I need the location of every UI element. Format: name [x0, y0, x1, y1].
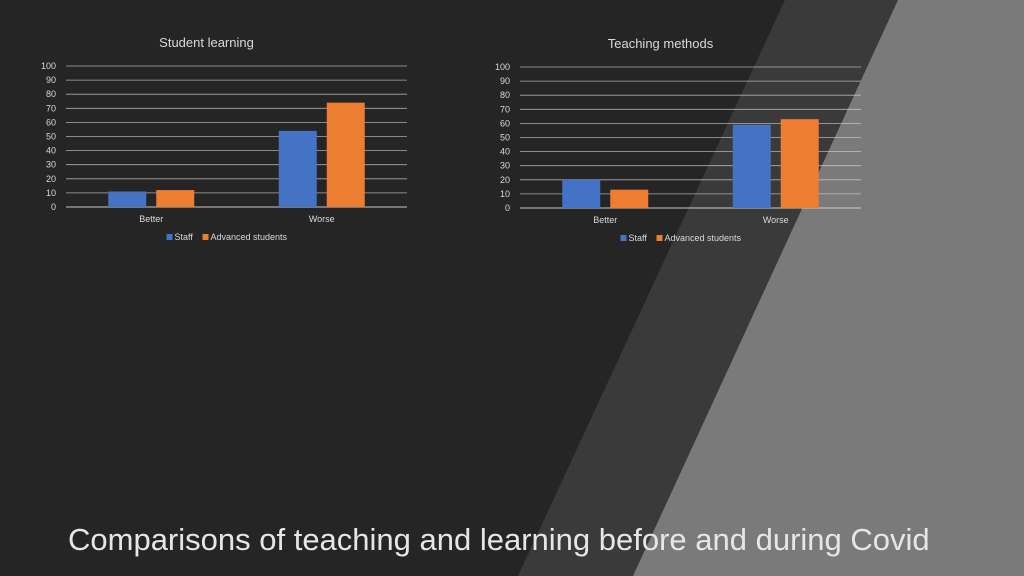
- y-tick-label: 40: [46, 146, 56, 156]
- y-tick-label: 60: [500, 118, 510, 128]
- y-tick-label: 100: [495, 62, 510, 72]
- legend-label-advanced-students: Advanced students: [211, 232, 288, 242]
- legend-swatch-advanced-students: [202, 234, 209, 240]
- y-tick-label: 30: [500, 161, 510, 171]
- legend-swatch-staff: [620, 235, 627, 241]
- x-category-label: Worse: [763, 215, 789, 225]
- y-tick-label: 50: [46, 132, 56, 142]
- y-tick-label: 0: [51, 202, 56, 212]
- bar-advanced-students-better: [156, 190, 195, 207]
- legend-label-staff: Staff: [629, 233, 648, 243]
- y-tick-label: 0: [505, 203, 510, 213]
- y-tick-label: 100: [41, 61, 56, 71]
- y-tick-label: 90: [46, 75, 56, 85]
- legend-label-staff: Staff: [175, 232, 194, 242]
- bar-staff-worse: [278, 130, 317, 207]
- legend-label-advanced-students: Advanced students: [665, 233, 742, 243]
- bar-advanced-students-worse: [780, 119, 819, 208]
- chart-title: Teaching methods: [608, 36, 714, 51]
- teaching-methods-chart: Teaching methods 0 10 20 30 40 50 60 70 80 90 100 Be…: [484, 31, 884, 261]
- bar-staff-better: [108, 191, 147, 207]
- legend-swatch-staff: [166, 234, 173, 240]
- y-tick-label: 80: [46, 89, 56, 99]
- bar-staff-better: [562, 179, 601, 208]
- y-tick-label: 10: [500, 189, 510, 199]
- y-tick-label: 50: [500, 133, 510, 143]
- y-tick-label: 60: [46, 117, 56, 127]
- y-tick-label: 20: [46, 174, 56, 184]
- chart-title: Student learning: [159, 35, 254, 50]
- y-tick-label: 20: [500, 175, 510, 185]
- x-category-label: Better: [593, 215, 617, 225]
- x-category-label: Worse: [309, 214, 335, 224]
- slide-title: Comparisons of teaching and learning bef…: [68, 522, 930, 557]
- y-tick-label: 80: [500, 90, 510, 100]
- y-tick-label: 30: [46, 160, 56, 170]
- y-tick-label: 90: [500, 76, 510, 86]
- y-tick-label: 40: [500, 147, 510, 157]
- y-tick-label: 70: [500, 104, 510, 114]
- x-category-label: Better: [139, 214, 163, 224]
- bar-advanced-students-worse: [326, 102, 365, 207]
- legend-swatch-advanced-students: [656, 235, 663, 241]
- y-tick-label: 10: [46, 188, 56, 198]
- student-learning-chart: Student learning 0 10 20 30 40 50 60 70 80 90 100 Be…: [30, 30, 430, 260]
- bar-advanced-students-better: [610, 189, 649, 208]
- light-diagonal-band: [633, 0, 1024, 576]
- bar-staff-worse: [732, 124, 771, 208]
- y-tick-label: 70: [46, 103, 56, 113]
